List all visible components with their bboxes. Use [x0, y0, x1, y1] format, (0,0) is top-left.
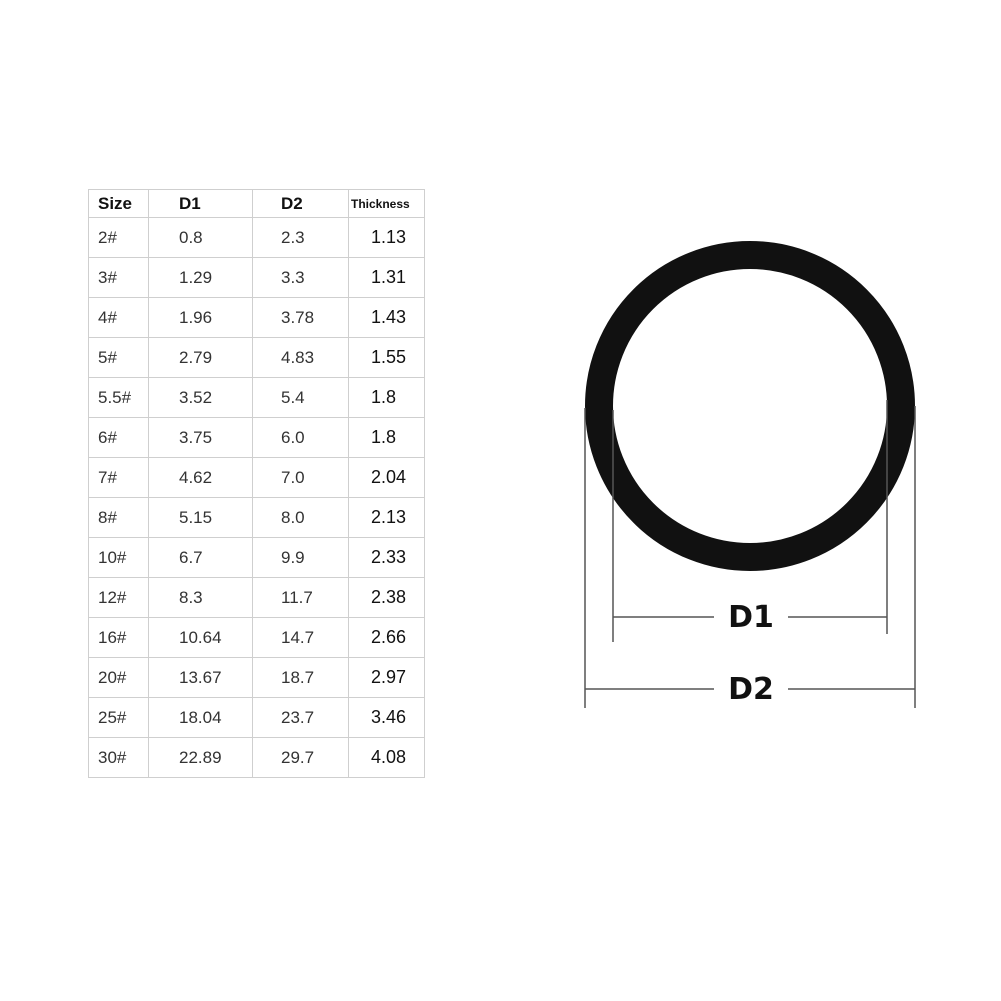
cell-d2: 29.7 — [252, 737, 349, 778]
cell-d1: 8.3 — [148, 577, 253, 618]
cell-size: 5# — [88, 337, 149, 378]
cell-d2: 18.7 — [252, 657, 349, 698]
table-row: 25# 18.04 23.7 3.46 — [88, 697, 425, 738]
table-row: 5# 2.79 4.83 1.55 — [88, 337, 425, 378]
table-row: 4# 1.96 3.78 1.43 — [88, 297, 425, 338]
table-row: 5.5# 3.52 5.4 1.8 — [88, 377, 425, 418]
table-row: 10# 6.7 9.9 2.33 — [88, 537, 425, 578]
table-body: 2# 0.8 2.3 1.13 3# 1.29 3.3 1.31 4# 1.96 3.78 1.43 5… — [88, 217, 425, 778]
cell-thickness: 2.38 — [348, 577, 425, 618]
cell-size: 6# — [88, 417, 149, 458]
cell-d2: 9.9 — [252, 537, 349, 578]
cell-size: 20# — [88, 657, 149, 698]
cell-thickness: 4.08 — [348, 737, 425, 778]
cell-d2: 7.0 — [252, 457, 349, 498]
cell-size: 10# — [88, 537, 149, 578]
cell-thickness: 1.55 — [348, 337, 425, 378]
cell-size: 4# — [88, 297, 149, 338]
cell-d1: 6.7 — [148, 537, 253, 578]
cell-thickness: 1.13 — [348, 217, 425, 258]
cell-thickness: 2.13 — [348, 497, 425, 538]
table-row: 3# 1.29 3.3 1.31 — [88, 257, 425, 298]
cell-size: 12# — [88, 577, 149, 618]
cell-d2: 4.83 — [252, 337, 349, 378]
table-row: 30# 22.89 29.7 4.08 — [88, 737, 425, 778]
cell-thickness: 2.04 — [348, 457, 425, 498]
cell-d1: 13.67 — [148, 657, 253, 698]
table-row: 20# 13.67 18.7 2.97 — [88, 657, 425, 698]
cell-size: 3# — [88, 257, 149, 298]
cell-size: 7# — [88, 457, 149, 498]
cell-thickness: 1.43 — [348, 297, 425, 338]
cell-d1: 4.62 — [148, 457, 253, 498]
table-header-row: Size D1 D2 Thickness — [88, 189, 425, 218]
cell-d2: 3.3 — [252, 257, 349, 298]
cell-d1: 0.8 — [148, 217, 253, 258]
cell-thickness: 2.33 — [348, 537, 425, 578]
cell-size: 30# — [88, 737, 149, 778]
cell-d2: 3.78 — [252, 297, 349, 338]
cell-thickness: 2.97 — [348, 657, 425, 698]
table-row: 6# 3.75 6.0 1.8 — [88, 417, 425, 458]
cell-size: 2# — [88, 217, 149, 258]
header-d2: D2 — [252, 189, 349, 218]
size-table: Size D1 D2 Thickness 2# 0.8 2.3 1.13 3# 1.29 3… — [88, 189, 425, 778]
header-size: Size — [88, 189, 149, 218]
d1-label: D1 — [728, 600, 774, 635]
cell-d2: 11.7 — [252, 577, 349, 618]
cell-thickness: 1.8 — [348, 417, 425, 458]
cell-d2: 2.3 — [252, 217, 349, 258]
cell-d1: 3.52 — [148, 377, 253, 418]
cell-d2: 23.7 — [252, 697, 349, 738]
cell-d1: 18.04 — [148, 697, 253, 738]
table-row: 7# 4.62 7.0 2.04 — [88, 457, 425, 498]
cell-d1: 22.89 — [148, 737, 253, 778]
cell-d2: 14.7 — [252, 617, 349, 658]
cell-d2: 5.4 — [252, 377, 349, 418]
o-ring-shape — [585, 241, 915, 571]
cell-size: 8# — [88, 497, 149, 538]
cell-d1: 1.96 — [148, 297, 253, 338]
cell-thickness: 1.31 — [348, 257, 425, 298]
cell-size: 16# — [88, 617, 149, 658]
table-row: 16# 10.64 14.7 2.66 — [88, 617, 425, 658]
cell-thickness: 2.66 — [348, 617, 425, 658]
cell-d1: 3.75 — [148, 417, 253, 458]
cell-d2: 8.0 — [252, 497, 349, 538]
cell-d1: 1.29 — [148, 257, 253, 298]
cell-size: 5.5# — [88, 377, 149, 418]
cell-size: 25# — [88, 697, 149, 738]
cell-d1: 10.64 — [148, 617, 253, 658]
table-row: 12# 8.3 11.7 2.38 — [88, 577, 425, 618]
d2-label: D2 — [728, 672, 774, 707]
o-ring-diagram: D1 D2 — [584, 241, 916, 708]
cell-thickness: 3.46 — [348, 697, 425, 738]
cell-thickness: 1.8 — [348, 377, 425, 418]
header-thickness: Thickness — [348, 189, 425, 218]
header-d1: D1 — [148, 189, 253, 218]
cell-d1: 2.79 — [148, 337, 253, 378]
cell-d1: 5.15 — [148, 497, 253, 538]
table-row: 8# 5.15 8.0 2.13 — [88, 497, 425, 538]
table-row: 2# 0.8 2.3 1.13 — [88, 217, 425, 258]
cell-d2: 6.0 — [252, 417, 349, 458]
